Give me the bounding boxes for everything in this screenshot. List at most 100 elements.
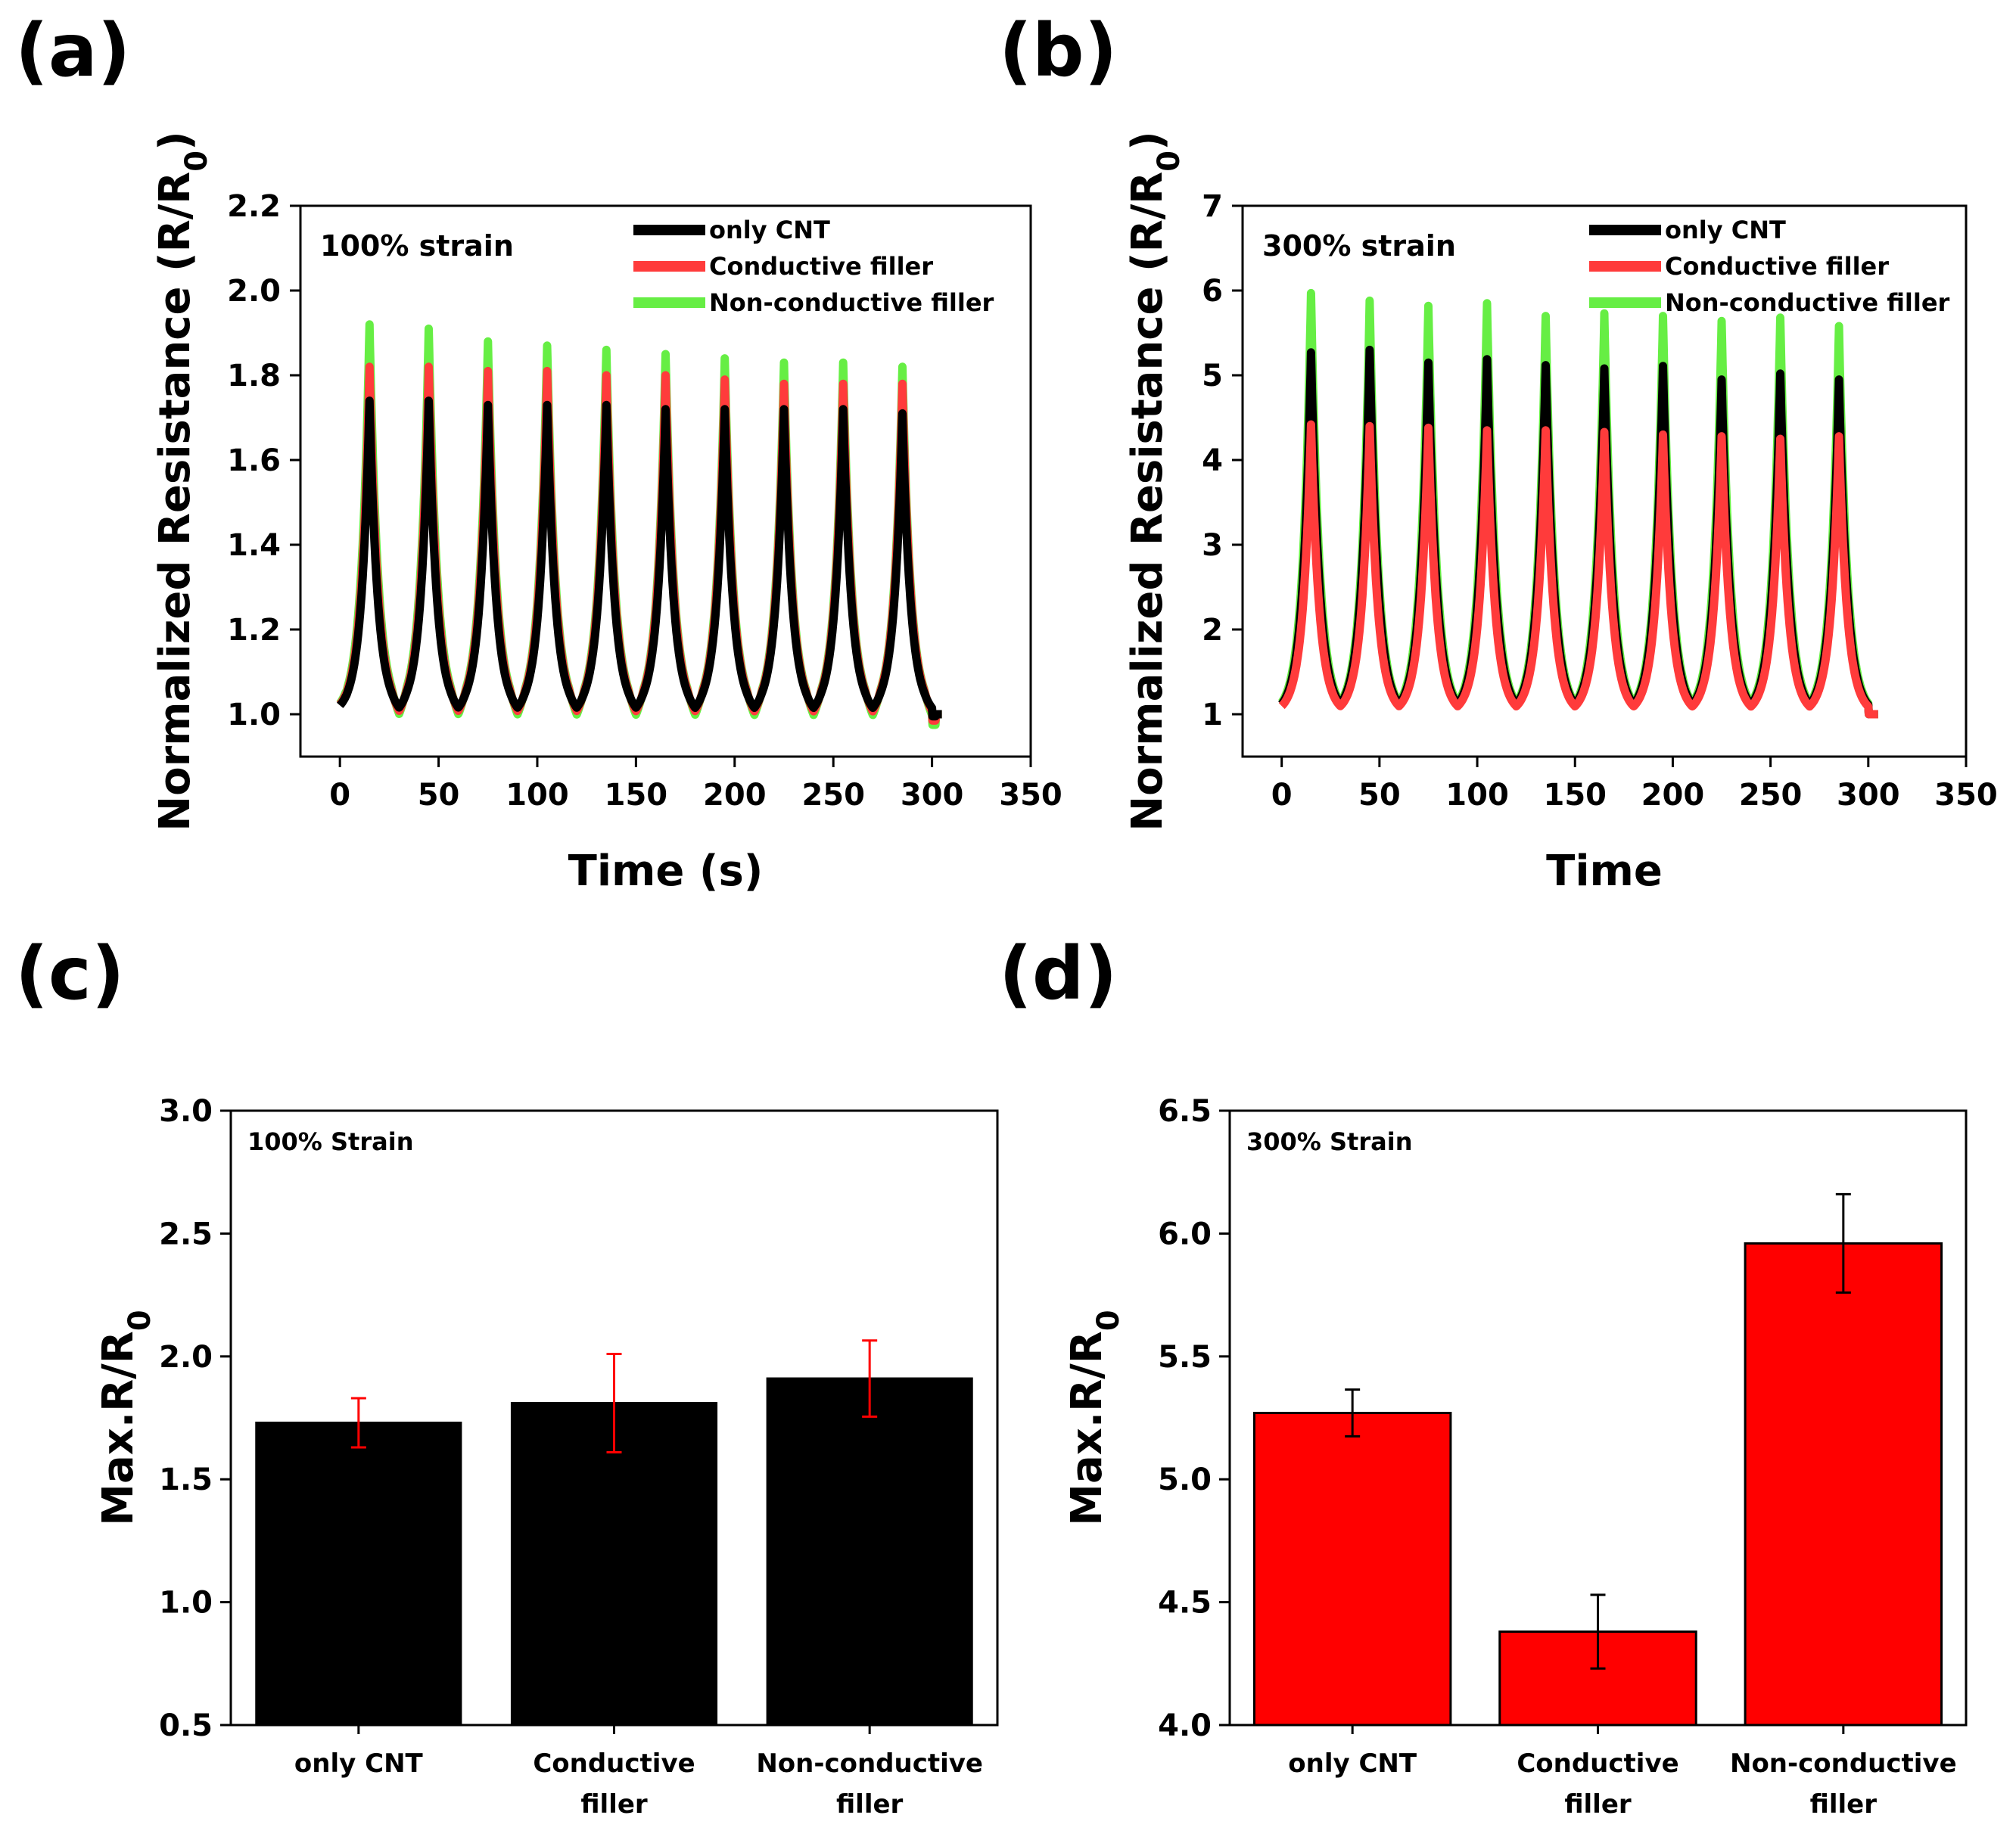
panel-c: (c) only CNT Conductive filler Non-conductiv… — [15, 931, 999, 1820]
y-tick-label: 5.0 — [1158, 1463, 1212, 1497]
bar-1 — [510, 1402, 718, 1727]
panel-a: (a) 1.0 1.2 1.4 1.6 1.8 2.0 2.2 0 50 100 150 200 250 3… — [15, 8, 1062, 896]
y-tick-label: 6.0 — [1158, 1217, 1212, 1251]
x-tick-label: 350 — [1934, 778, 1998, 813]
y-axis-title-subscript: 0 — [123, 1310, 157, 1331]
y-axis-title: Max.R/R0 — [1062, 1310, 1126, 1525]
bar-0 — [1252, 1412, 1452, 1727]
x-tick-label: 50 — [418, 778, 460, 813]
y-tick-label: 1 — [1202, 698, 1223, 732]
x-tick-label: 150 — [1543, 778, 1607, 813]
panel-label: (b) — [999, 8, 1117, 93]
x-axis-title: Time — [1546, 847, 1663, 896]
y-axis-title: Normalized Resistance (R/R0) — [151, 131, 214, 831]
category-label: filler — [1564, 1789, 1632, 1820]
bar-2 — [1744, 1242, 1943, 1727]
category-label: Non-conductive — [756, 1749, 983, 1779]
panel-d: (d) only CNT Conductive filler Non-conductiv… — [999, 931, 1968, 1820]
plot-frame-b — [1241, 204, 1968, 758]
x-tick-label: 250 — [1739, 778, 1803, 813]
y-axis-title-main: Normalized Resistance (R/R — [1123, 172, 1172, 832]
y-tick-label: 5.5 — [1158, 1340, 1212, 1375]
y-tick-label: 2.0 — [227, 274, 281, 309]
x-tick-label: 350 — [999, 778, 1062, 813]
bar-2 — [766, 1377, 973, 1727]
y-tick-label: 5 — [1202, 359, 1223, 393]
x-tick-label: 0 — [1271, 778, 1293, 813]
category-label: Conductive — [1517, 1749, 1678, 1779]
y-axis-title-main: Max.R/R — [94, 1331, 143, 1526]
category-label: Non-conductive — [1730, 1749, 1957, 1779]
category-label: filler — [836, 1789, 904, 1820]
y-tick-label: 1.2 — [227, 613, 281, 648]
y-axis-title-subscript: 0 — [1152, 151, 1187, 172]
y-tick-label: 6 — [1202, 274, 1223, 309]
strain-annotation: 300% strain — [1262, 229, 1456, 263]
plot-frame-d — [1228, 1109, 1968, 1727]
strain-annotation: 300% Strain — [1246, 1127, 1412, 1156]
series-group — [1277, 288, 1882, 719]
plot-frame-a — [299, 204, 1032, 758]
category-label: Conductive — [533, 1749, 695, 1779]
x-tick-label: 100 — [506, 778, 569, 813]
plot-frame-c — [229, 1109, 999, 1727]
y-axis-title: Max.R/R0 — [94, 1310, 157, 1525]
legend-entry: Conductive filler — [1665, 252, 1889, 281]
y-tick-label: 6.5 — [1158, 1094, 1212, 1129]
x-tick-label: 300 — [1837, 778, 1900, 813]
legend-entry: Non-conductive filler — [1665, 288, 1950, 317]
series-line-conductive-filler — [1277, 420, 1882, 719]
x-tick-label: 200 — [1641, 778, 1705, 813]
panel-label: (a) — [15, 8, 131, 93]
y-tick-label: 1.6 — [227, 443, 281, 478]
series-group — [336, 320, 946, 729]
category-label: only CNT — [294, 1749, 424, 1779]
y-axis-title-subscript: 0 — [1091, 1310, 1126, 1331]
x-tick-label: 50 — [1358, 778, 1401, 813]
y-tick-label: 2.5 — [159, 1217, 213, 1251]
series-line-only-cnt — [336, 396, 946, 721]
strain-annotation: 100% strain — [320, 229, 514, 263]
y-tick-label: 1.0 — [159, 1586, 213, 1621]
y-tick-label: 1.8 — [227, 359, 281, 393]
y-tick-label: 4.5 — [1158, 1586, 1212, 1621]
y-tick-label: 3 — [1202, 528, 1223, 563]
bar-0 — [255, 1421, 462, 1727]
y-axis-title-end: ) — [151, 131, 200, 151]
y-tick-label: 2.0 — [159, 1340, 213, 1375]
panel-label: (c) — [15, 931, 125, 1016]
category-label: only CNT — [1288, 1749, 1417, 1779]
y-tick-label: 2 — [1202, 613, 1223, 648]
strain-annotation: 100% Strain — [247, 1127, 413, 1156]
x-tick-label: 200 — [703, 778, 767, 813]
legend-entry: only CNT — [1665, 216, 1786, 244]
category-label: filler — [1810, 1789, 1878, 1820]
category-label: filler — [580, 1789, 648, 1820]
y-tick-label: 1.5 — [159, 1463, 213, 1497]
panel-label: (d) — [999, 931, 1117, 1016]
y-tick-label: 4.0 — [1158, 1708, 1212, 1743]
y-axis-title: Normalized Resistance (R/R0) — [1123, 131, 1187, 831]
y-tick-label: 0.5 — [159, 1708, 213, 1743]
x-tick-label: 100 — [1445, 778, 1509, 813]
y-axis-title-subscript: 0 — [179, 151, 214, 172]
y-axis-title-main: Max.R/R — [1062, 1331, 1112, 1526]
y-tick-label: 2.2 — [227, 189, 281, 224]
x-axis-title: Time (s) — [568, 847, 764, 896]
x-tick-label: 300 — [901, 778, 964, 813]
x-tick-label: 0 — [329, 778, 350, 813]
x-tick-label: 150 — [605, 778, 668, 813]
y-tick-label: 1.0 — [227, 698, 281, 732]
y-axis-title-main: Normalized Resistance (R/R — [151, 172, 200, 832]
y-axis-title-end: ) — [1123, 131, 1172, 151]
y-tick-label: 7 — [1202, 189, 1223, 224]
legend-entry: Conductive filler — [709, 252, 933, 281]
legend-entry: Non-conductive filler — [709, 288, 994, 317]
y-tick-label: 3.0 — [159, 1094, 213, 1129]
y-tick-label: 1.4 — [227, 528, 281, 563]
y-tick-label: 4 — [1202, 443, 1223, 478]
x-tick-label: 250 — [801, 778, 865, 813]
legend-entry: only CNT — [709, 216, 830, 244]
